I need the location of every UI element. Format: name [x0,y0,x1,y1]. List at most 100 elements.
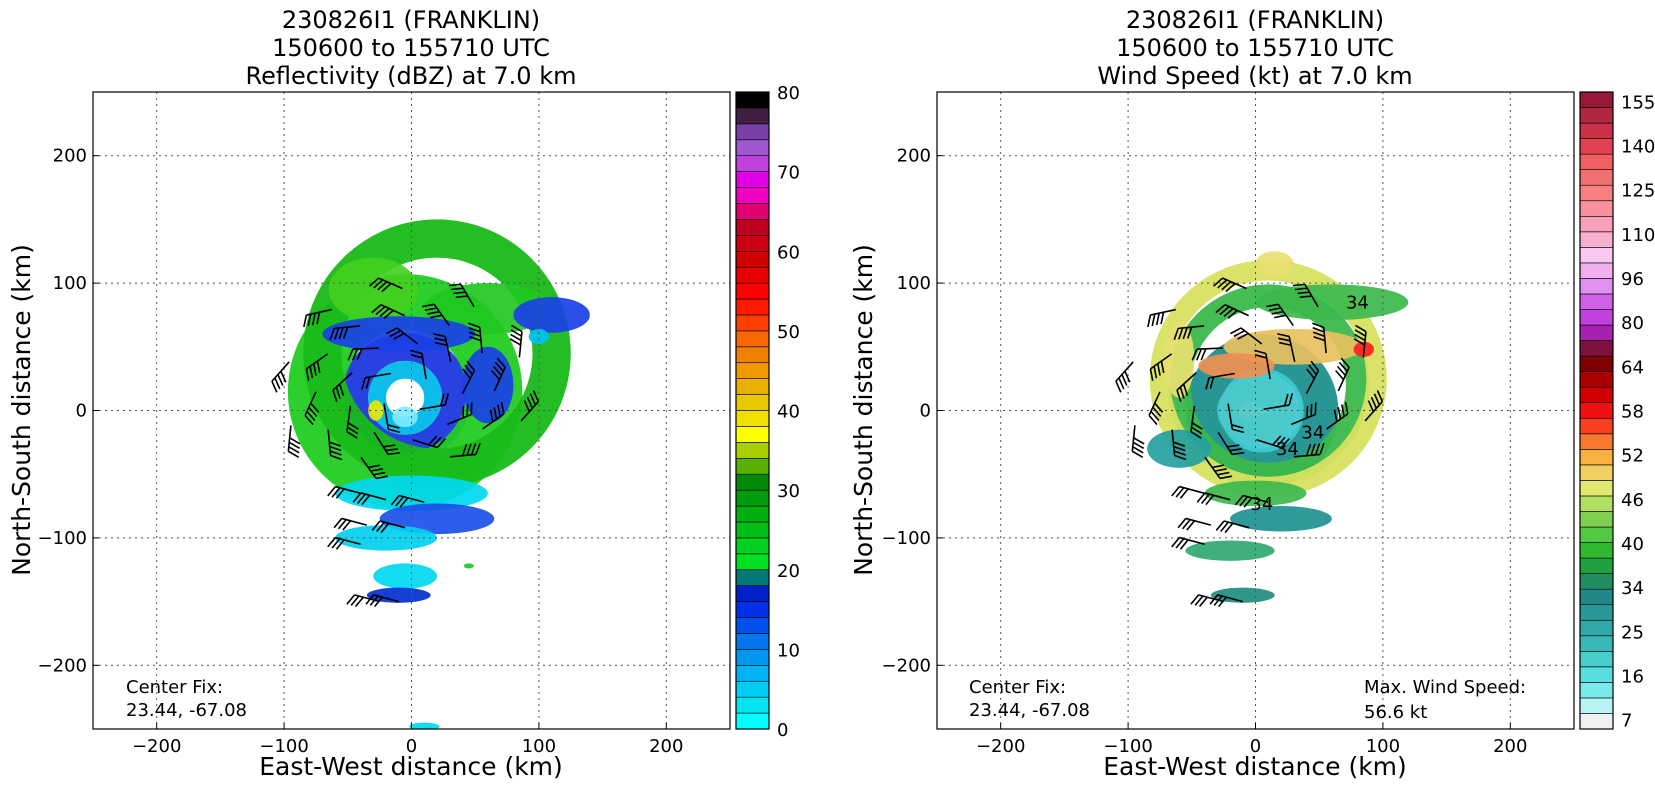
wind-barb-shaft [333,517,368,531]
colorbar-tick-label: 30 [777,481,800,502]
colorbar-segment-15 [735,473,770,491]
wind-barb-32 [352,492,387,506]
colorbar-segment-32 [735,203,770,220]
colorbar-segment-9 [735,569,770,586]
colorbar-segment-31 [1579,231,1614,248]
colorbar-segment-19 [1579,417,1614,435]
wind-barb-12 [1277,333,1296,362]
right-wind-barbs [1115,277,1384,608]
contour-label-3: 34 [1346,293,1369,314]
left-title-line-2: 150600 to 155710 UTC [272,34,550,62]
colorbar-tick-label: 125 [1621,181,1655,202]
colorbar-segment-5 [735,633,770,650]
wind-barb-9 [412,435,446,449]
wind-barb-22 [1266,303,1294,326]
wind-barb-0 [1254,349,1271,380]
wind-barb-16 [327,429,343,461]
wind-barb-3 [1263,393,1294,411]
colorbar-frame [735,91,770,730]
max-wind-value: 56.6 kt [1364,702,1427,723]
wind-barb-shaft [422,303,450,326]
colorbar-segment-13 [735,505,770,523]
colorbar-segment-20 [735,394,770,411]
wind-barb-shaft [1190,594,1224,608]
x-tick-label: 100 [522,736,556,757]
colorbar-segment-0 [735,712,770,730]
field-blob-12 [1163,321,1195,398]
colorbar-segment-35 [735,155,770,172]
wind-speed-field [1147,251,1409,603]
colorbar-segment-25 [1579,324,1614,341]
colorbar-tick-label: 7 [1621,711,1632,732]
colorbar-segment-36 [735,139,770,156]
colorbar-segment-37 [1579,138,1614,155]
wind-barb-shaft [1266,303,1294,326]
colorbar-segment-38 [1579,122,1614,139]
colorbar-tick-label: 155 [1621,92,1655,113]
wind-barb-33 [1234,494,1269,508]
wind-barb-11 [1305,360,1320,395]
colorbar-segment-34 [1579,184,1614,202]
colorbar-segment-10 [735,553,770,571]
wind-barb-shaft [1147,308,1176,328]
field-blob-7 [335,475,488,512]
contour-label-0: 34 [1276,439,1299,460]
wind-barb-8 [1217,431,1245,456]
wind-barb-6 [1176,372,1197,402]
wind-barb-37 [346,594,380,608]
colorbar-segment-2 [1579,682,1614,699]
wind-barb-shaft [1294,442,1325,458]
right-center-fix-value: 23.44, -67.08 [969,700,1090,721]
y-tick-label: −100 [38,528,87,549]
wind-barb-shaft [1215,304,1249,319]
wind-barb-shaft [1190,405,1203,439]
colorbar-tick-label: 20 [777,561,800,582]
colorbar-segment-24 [1579,340,1614,357]
wind-barb-20 [1335,357,1350,392]
y-tick-label: −200 [38,655,87,676]
wind-barb-shaft [371,520,406,534]
wind-barb-5 [1191,347,1223,361]
colorbar-segment-36 [1579,153,1614,170]
colorbar-tick-label: 80 [1621,313,1644,334]
field-blob-0 [328,257,418,322]
contour-label-2: 34 [1250,494,1273,515]
wind-barb-13 [1173,325,1205,341]
reflectivity-field [287,219,590,729]
field-blob-4 [462,346,514,424]
colorbar-segment-1 [735,696,770,714]
wind-barb-shaft [1191,347,1223,361]
colorbar-tick-label: 140 [1621,136,1655,157]
colorbar-segment-7 [1579,604,1614,621]
colorbar-segment-33 [735,187,770,204]
colorbar-tick-label: 10 [777,640,800,661]
y-tick-label: 0 [920,401,931,422]
y-tick-label: −200 [882,655,931,676]
colorbar-segment-24 [735,330,770,348]
wind-barb-10 [1290,402,1317,426]
wind-barb-shaft [482,401,505,430]
colorbar-segment-26 [735,298,770,316]
field-blob-11 [366,587,431,603]
wind-barb-shaft [446,402,473,426]
wind-barb-shaft [419,393,450,411]
wind-barb-shaft [1227,403,1245,434]
colorbar-tick-label: 70 [777,163,800,184]
wind-barb-19 [1326,401,1349,430]
field-blob-5 [392,406,418,428]
colorbar-frame [1579,91,1614,730]
colorbar-segment-23 [735,346,770,364]
wind-barb-shaft [303,308,332,328]
colorbar-segment-18 [735,426,770,443]
wind-barb-shaft [383,403,401,434]
wind-barb-31 [327,485,361,499]
wind-barb-shaft [1277,333,1296,362]
wind-barb-22 [422,303,450,326]
wind-barb-shaft [1230,327,1263,345]
y-tick-label: 200 [53,146,87,167]
colorbar-segment-17 [735,442,770,459]
wind-barb-17 [1204,456,1233,480]
wind-barb-shaft [1204,456,1233,480]
colorbar-segment-38 [735,107,770,125]
